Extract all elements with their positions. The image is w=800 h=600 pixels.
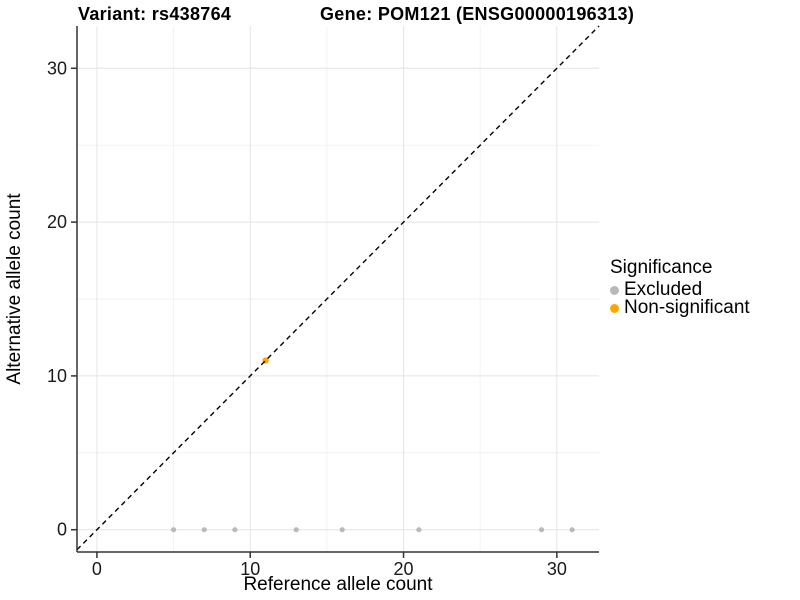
data-point-excluded xyxy=(232,527,238,533)
y-tick-label: 30 xyxy=(47,58,67,78)
y-tick-label: 20 xyxy=(47,212,67,232)
legend-title: Significance xyxy=(610,257,713,278)
plot-title-gene: Gene: POM121 (ENSG00000196313) xyxy=(320,4,635,24)
legend-item-label: Non-significant xyxy=(624,297,750,318)
major-gridlines xyxy=(77,26,599,552)
y-axis-title: Alternative allele count xyxy=(4,193,25,385)
data-point-excluded xyxy=(201,527,207,533)
axis-ticks xyxy=(71,67,558,558)
y-tick-label: 10 xyxy=(47,366,67,386)
legend: Significance Excluded Non-significant xyxy=(610,257,795,318)
data-point-excluded xyxy=(538,527,545,533)
legend-item-excluded: Excluded xyxy=(610,279,795,300)
non-significant-point-swatch-icon xyxy=(610,303,619,313)
legend-item-label: Excluded xyxy=(624,279,703,300)
tick-labels: 0 10 20 30 0 10 20 30 xyxy=(47,58,567,579)
x-tick-label: 30 xyxy=(547,559,567,579)
x-tick-label: 20 xyxy=(394,559,414,579)
data-point-excluded xyxy=(339,527,345,533)
data-point-excluded xyxy=(293,527,299,533)
axis-lines xyxy=(76,26,599,553)
data-point-excluded xyxy=(569,527,575,533)
data-points xyxy=(170,357,575,533)
x-axis-title: Reference allele count xyxy=(243,574,433,595)
x-tick-label: 10 xyxy=(240,559,260,579)
x-tick-label: 0 xyxy=(92,559,102,579)
excluded-point-swatch-icon xyxy=(610,285,619,295)
plot-title-variant: Variant: rs438764 xyxy=(78,4,232,24)
identity-line xyxy=(76,25,600,551)
y-tick-label: 0 xyxy=(57,520,67,540)
data-point-excluded xyxy=(416,527,422,533)
legend-item-non-significant: Non-significant xyxy=(610,297,795,318)
minor-gridlines xyxy=(77,26,599,552)
data-point-excluded xyxy=(170,527,177,533)
